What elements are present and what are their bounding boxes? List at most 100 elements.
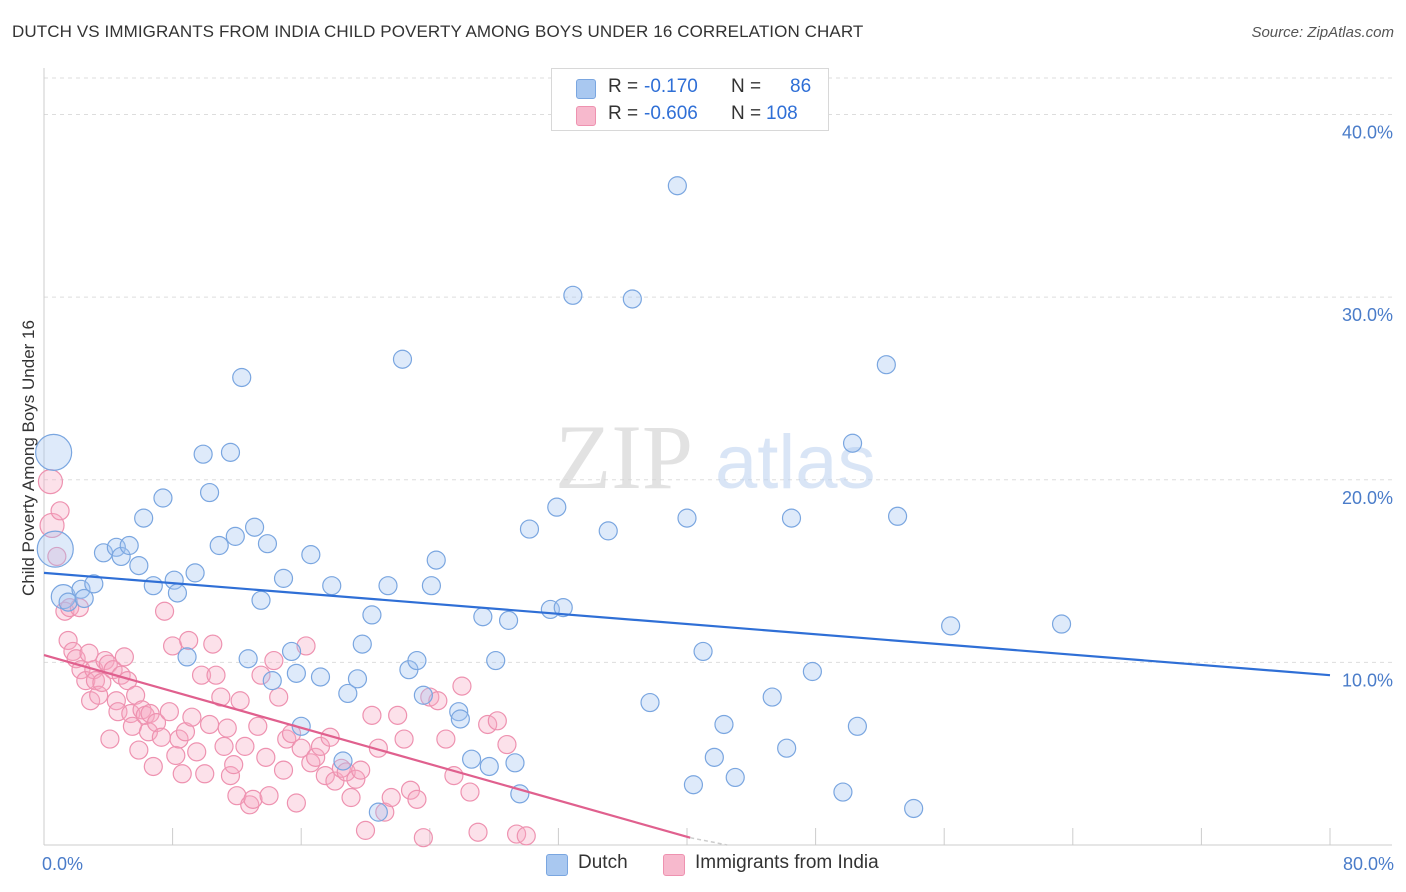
- dutch-point: [286, 663, 306, 683]
- india-point: [296, 636, 316, 656]
- india-point: [151, 727, 171, 747]
- india-point: [89, 685, 109, 705]
- dutch-point: [876, 355, 896, 375]
- india-trend-line: [43, 654, 691, 839]
- dutch-point: [553, 597, 573, 618]
- dutch-point: [762, 687, 782, 707]
- bottom-legend-label-dutch: Dutch: [578, 852, 628, 873]
- india-point: [206, 665, 226, 685]
- india-point: [273, 760, 294, 780]
- india-point: [214, 736, 234, 756]
- india-point: [143, 756, 163, 777]
- watermark-atlas: atlas: [715, 420, 876, 505]
- dutch-point: [426, 550, 446, 570]
- legend-n-label: N =: [731, 76, 762, 97]
- dutch-point: [413, 685, 433, 705]
- dutch-point: [498, 610, 519, 630]
- legend-n-label: N =: [731, 103, 762, 124]
- dutch-point: [450, 709, 470, 729]
- dutch-point: [262, 671, 282, 691]
- india-point: [235, 736, 255, 756]
- dutch-point: [220, 442, 241, 462]
- dutch-point: [58, 592, 78, 612]
- india-point: [50, 501, 70, 521]
- dutch-point: [479, 756, 499, 777]
- dutch-point: [693, 641, 713, 662]
- india-point: [269, 687, 289, 707]
- india-point: [394, 729, 414, 749]
- legend-r-value: -0.170: [644, 76, 698, 97]
- dutch-point: [887, 506, 908, 526]
- watermark: ZIP atlas: [555, 406, 876, 508]
- dutch-point: [640, 692, 660, 713]
- india-point: [256, 747, 276, 767]
- india-point: [452, 676, 472, 696]
- y-tick-label: 10.0%: [1342, 670, 1393, 690]
- chart-title: DUTCH VS IMMIGRANTS FROM INDIA CHILD POV…: [12, 22, 864, 41]
- dutch-point: [842, 433, 863, 453]
- dutch-point: [347, 669, 368, 689]
- india-point: [428, 691, 448, 711]
- legend-r-value: -0.606: [644, 103, 698, 124]
- tick-labels: 10.0% 20.0% 30.0% 40.0% 0.0% 80.0%: [42, 123, 1394, 874]
- dutch-point: [677, 508, 697, 528]
- india-point: [92, 672, 112, 693]
- india-point: [182, 707, 202, 727]
- legend-n-value: 108: [766, 103, 798, 124]
- trend-lines: [43, 571, 1331, 846]
- x-tick-label: 0.0%: [42, 854, 83, 874]
- dutch-point: [1051, 614, 1072, 634]
- india-point: [368, 738, 388, 758]
- india-point: [243, 789, 263, 809]
- india-point: [169, 729, 189, 749]
- india-point: [264, 650, 284, 671]
- bottom-legend-swatch-india: [663, 854, 685, 876]
- dutch-point: [833, 782, 853, 802]
- series-india-points: [37, 468, 536, 848]
- dutch-point: [461, 749, 482, 769]
- dutch-point: [134, 508, 154, 528]
- india-point: [362, 705, 382, 725]
- dutch-point: [667, 176, 687, 196]
- dutch-point: [225, 526, 245, 546]
- dutch-point: [257, 534, 278, 554]
- india-point: [240, 795, 260, 815]
- india-point: [468, 822, 488, 842]
- india-point: [487, 711, 507, 731]
- india-point: [187, 742, 207, 762]
- dutch-point: [35, 433, 73, 471]
- india-point: [291, 738, 311, 758]
- dutch-point: [167, 583, 188, 603]
- legend-swatch-india: [576, 106, 596, 126]
- dutch-point: [199, 482, 220, 503]
- dutch-point: [519, 519, 540, 539]
- india-point: [248, 716, 268, 736]
- india-point: [507, 824, 527, 844]
- india-point: [79, 643, 99, 663]
- india-point: [199, 714, 220, 735]
- india-point: [413, 828, 433, 848]
- india-point: [76, 671, 96, 691]
- bottom-legend-swatch-dutch: [546, 854, 568, 876]
- dutch-trend-line: [43, 571, 1331, 677]
- india-point: [286, 793, 306, 813]
- y-tick-label: 20.0%: [1342, 488, 1393, 508]
- india-point: [497, 734, 517, 755]
- legend-n-value: 86: [790, 76, 812, 97]
- y-tick-label: 40.0%: [1342, 123, 1393, 143]
- legend-swatch-dutch: [576, 79, 596, 99]
- legend-row-dutch: R = -0.170 N = 86: [552, 75, 828, 101]
- source-label: Source: ZipAtlas.com: [1251, 24, 1394, 41]
- india-point: [172, 764, 192, 784]
- india-point: [191, 665, 212, 685]
- dutch-point: [232, 367, 252, 388]
- dutch-point: [368, 802, 388, 822]
- india-point: [259, 786, 279, 806]
- india-point: [224, 755, 244, 775]
- dutch-point: [847, 716, 867, 736]
- india-point: [179, 630, 199, 651]
- india-point: [100, 729, 120, 749]
- dutch-point: [209, 535, 229, 556]
- dutch-point: [129, 555, 149, 576]
- dutch-point: [193, 444, 213, 464]
